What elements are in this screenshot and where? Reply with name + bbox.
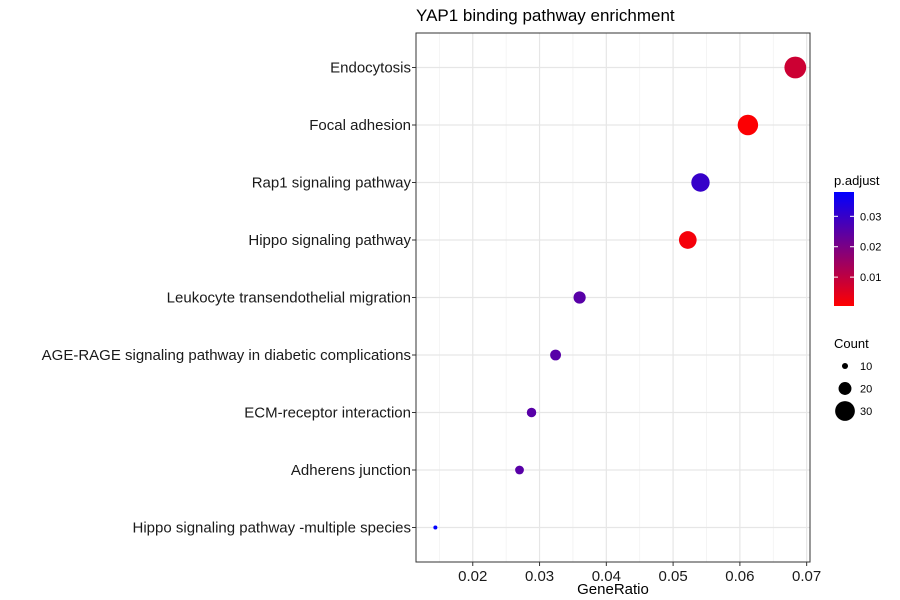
count-legend-key <box>838 382 852 395</box>
count-legend-key <box>835 401 855 421</box>
data-point <box>784 56 807 79</box>
y-tick-label: Hippo signaling pathway -multiple specie… <box>133 520 411 537</box>
y-tick-label: Leukocyte transendothelial migration <box>167 290 411 307</box>
x-tick-label: 0.05 <box>659 568 688 585</box>
y-tick-label: Rap1 signaling pathway <box>252 175 412 192</box>
data-point <box>526 407 537 418</box>
x-tick-label: 0.06 <box>725 568 754 585</box>
data-point <box>550 349 561 361</box>
x-tick-label: 0.04 <box>592 568 621 585</box>
y-tick-label: AGE-RAGE signaling pathway in diabetic c… <box>42 347 411 364</box>
colorbar-tick-label: 0.03 <box>860 211 881 223</box>
data-point <box>678 231 697 249</box>
colorbar-tick-label: 0.01 <box>860 272 881 284</box>
count-legend-label: 10 <box>860 361 872 373</box>
p-adjust-legend-title: p.adjust <box>834 173 880 188</box>
x-tick-label: 0.07 <box>792 568 821 585</box>
count-legend-key <box>841 362 849 370</box>
plot-area <box>415 32 811 563</box>
count-legend-label: 20 <box>860 384 872 396</box>
chart-title: YAP1 binding pathway enrichment <box>416 6 675 25</box>
colorbar-tick-label: 0.02 <box>860 242 881 254</box>
data-point <box>515 465 524 475</box>
count-legend: Count 10 20 30 <box>834 336 872 421</box>
p-adjust-legend: p.adjust 0.01 0.02 0.03 <box>834 173 881 306</box>
count-legend-label: 30 <box>860 406 872 418</box>
x-tick-label: 0.02 <box>458 568 487 585</box>
data-point <box>691 173 710 192</box>
p-adjust-colorbar <box>834 192 854 306</box>
x-axis-ticks: 0.02 0.03 0.04 0.05 0.06 0.07 <box>458 562 821 585</box>
y-tick-label: ECM-receptor interaction <box>244 405 411 422</box>
y-axis-labels: Endocytosis Focal adhesion Rap1 signaling … <box>42 60 416 537</box>
y-tick-label: Focal adhesion <box>309 117 411 134</box>
count-legend-title: Count <box>834 336 869 351</box>
y-tick-label: Hippo signaling pathway <box>248 232 411 249</box>
x-tick-label: 0.03 <box>525 568 554 585</box>
y-tick-label: Adherens junction <box>291 462 411 479</box>
x-axis-title: GeneRatio <box>577 581 649 598</box>
data-point <box>573 291 586 304</box>
data-point <box>433 525 438 530</box>
y-tick-label: Endocytosis <box>330 60 411 77</box>
data-point <box>737 114 759 136</box>
